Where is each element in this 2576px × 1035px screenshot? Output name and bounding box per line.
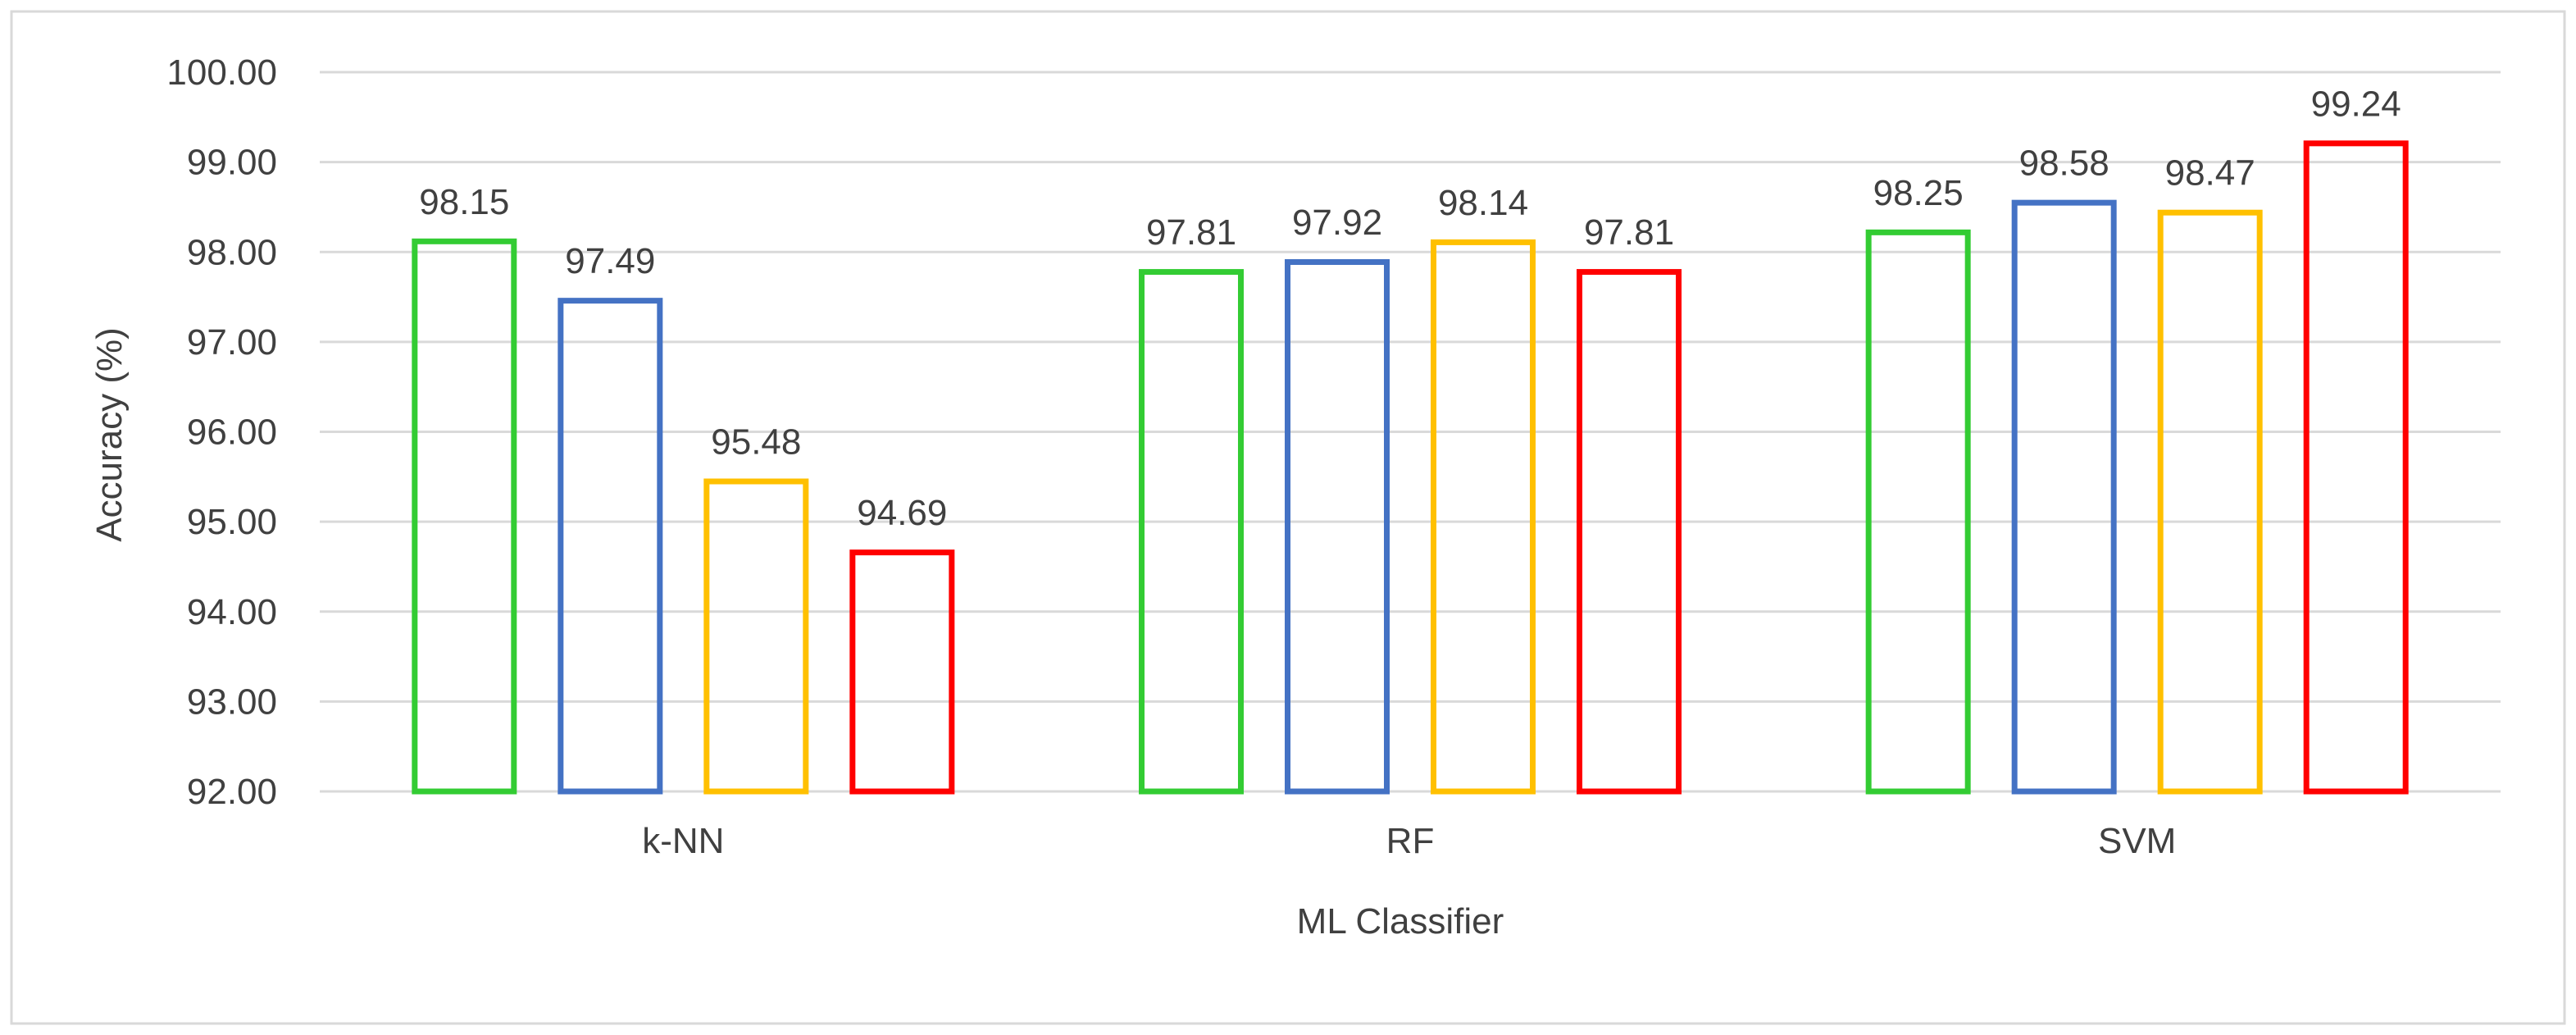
x-axis-title: ML Classifier [1297, 901, 1504, 942]
y-tick-label: 93.00 [187, 682, 277, 722]
bar [2157, 209, 2263, 795]
data-label: 95.48 [711, 422, 801, 463]
x-axis-category-labels: k-NN RF SVM [642, 821, 2176, 861]
bar [1865, 229, 1971, 795]
data-label: 97.81 [1584, 212, 1674, 253]
y-tick-label: 95.00 [187, 502, 277, 542]
category-label: RF [1386, 821, 1435, 861]
bar [558, 298, 663, 795]
data-label: 98.25 [1873, 173, 1964, 213]
bar [703, 478, 809, 795]
y-tick-label: 98.00 [187, 232, 277, 272]
category-label: SVM [2098, 821, 2176, 861]
data-label: 98.15 [419, 182, 509, 222]
data-label: 97.81 [1146, 212, 1236, 253]
data-label: 94.69 [857, 493, 947, 533]
bar [1285, 259, 1390, 795]
y-tick-label: 99.00 [187, 143, 277, 183]
bar [1577, 269, 1682, 795]
y-axis-tick-labels: 92.00 93.00 94.00 95.00 96.00 97.00 98.00 99.00… [166, 52, 277, 812]
bar [1139, 269, 1244, 795]
y-tick-label: 100.00 [166, 52, 277, 93]
data-label: 97.92 [1292, 203, 1382, 243]
bar [412, 238, 517, 795]
category-label: k-NN [642, 821, 724, 861]
data-label: 98.47 [2165, 153, 2255, 194]
data-label: 98.14 [1438, 183, 1528, 223]
y-tick-label: 94.00 [187, 592, 277, 632]
gridlines [320, 71, 2501, 793]
data-labels: 98.15 97.49 95.48 94.69 97.81 97.92 98.14 97.81… [419, 84, 2401, 533]
bar [1431, 239, 1536, 795]
y-axis-title: Accuracy (%) [89, 327, 130, 542]
bar [2011, 199, 2117, 795]
data-label: 97.49 [565, 241, 655, 281]
y-tick-label: 97.00 [187, 322, 277, 362]
data-label: 99.24 [2311, 84, 2401, 124]
y-tick-label: 96.00 [187, 413, 277, 453]
bar [2303, 140, 2409, 795]
bars [412, 140, 2409, 795]
bar [849, 549, 955, 795]
y-tick-label: 92.00 [187, 772, 277, 812]
data-label: 98.58 [2019, 144, 2109, 184]
